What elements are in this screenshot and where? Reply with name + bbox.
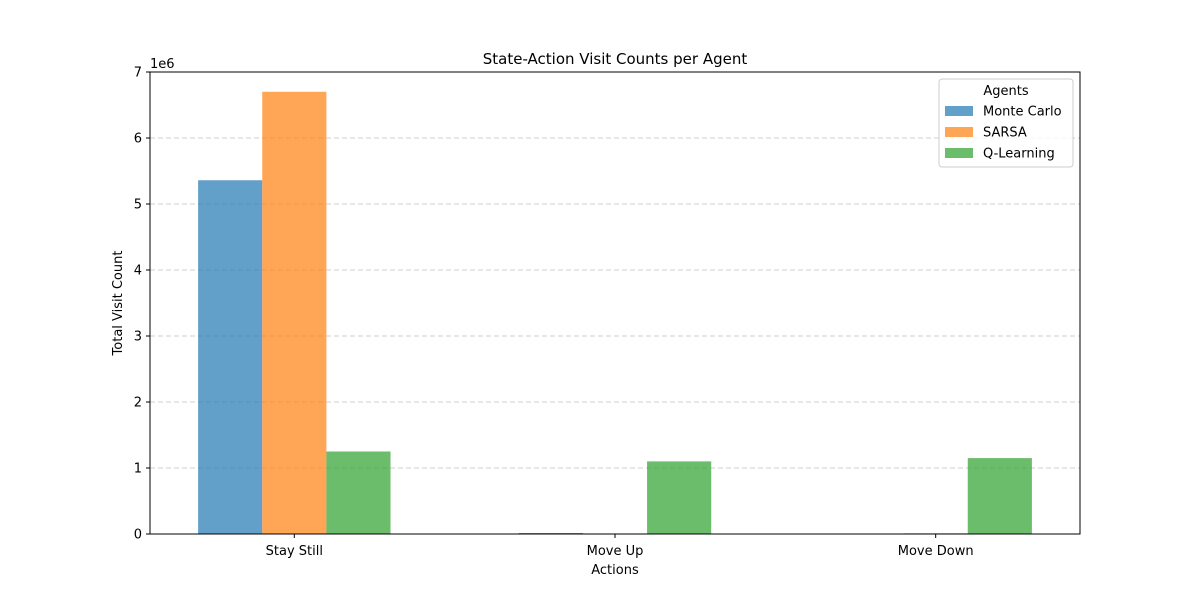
legend-entries: Monte Carlo SARSA Q-Learning xyxy=(945,105,1062,162)
bar-q-learning-move-up xyxy=(647,461,712,534)
y-tick-label: 7 xyxy=(134,66,142,81)
y-axis-label: Total Visit Count xyxy=(111,251,126,357)
legend-label: Q-Learning xyxy=(983,147,1055,162)
y-tick-label: 2 xyxy=(134,396,142,411)
y-tick-label: 4 xyxy=(134,264,142,279)
bar-q-learning-stay-still xyxy=(326,451,391,534)
legend-swatch xyxy=(945,148,973,158)
y-scale-offset-label: 1e6 xyxy=(150,57,175,72)
y-tick-label: 1 xyxy=(134,462,142,477)
x-axis-label: Actions xyxy=(591,563,639,578)
chart-title: State-Action Visit Counts per Agent xyxy=(483,50,748,68)
y-tick-label: 6 xyxy=(134,132,142,147)
y-tick-label: 3 xyxy=(134,330,142,345)
y-tick-label: 0 xyxy=(134,528,142,543)
legend: Agents Monte Carlo SARSA Q-Learning xyxy=(938,78,1074,168)
bar-monte-carlo-stay-still xyxy=(198,180,263,535)
x-tick-label: Move Down xyxy=(898,544,974,559)
y-axis-ticks: 0 1 2 3 4 5 6 7 xyxy=(134,66,150,543)
bars xyxy=(198,91,1032,535)
legend-box xyxy=(938,78,1074,168)
y-tick-label: 5 xyxy=(134,198,142,213)
bar-sarsa-stay-still xyxy=(262,91,327,535)
x-axis-ticks: Stay Still Move Up Move Down xyxy=(266,534,974,559)
legend-label: Monte Carlo xyxy=(983,105,1062,120)
bar-q-learning-move-down xyxy=(967,458,1032,534)
x-tick-label: Move Up xyxy=(587,544,644,559)
legend-swatch xyxy=(945,127,973,137)
legend-label: SARSA xyxy=(983,126,1027,141)
legend-swatch xyxy=(945,106,973,116)
legend-title: Agents xyxy=(983,84,1028,99)
x-tick-label: Stay Still xyxy=(266,544,323,559)
